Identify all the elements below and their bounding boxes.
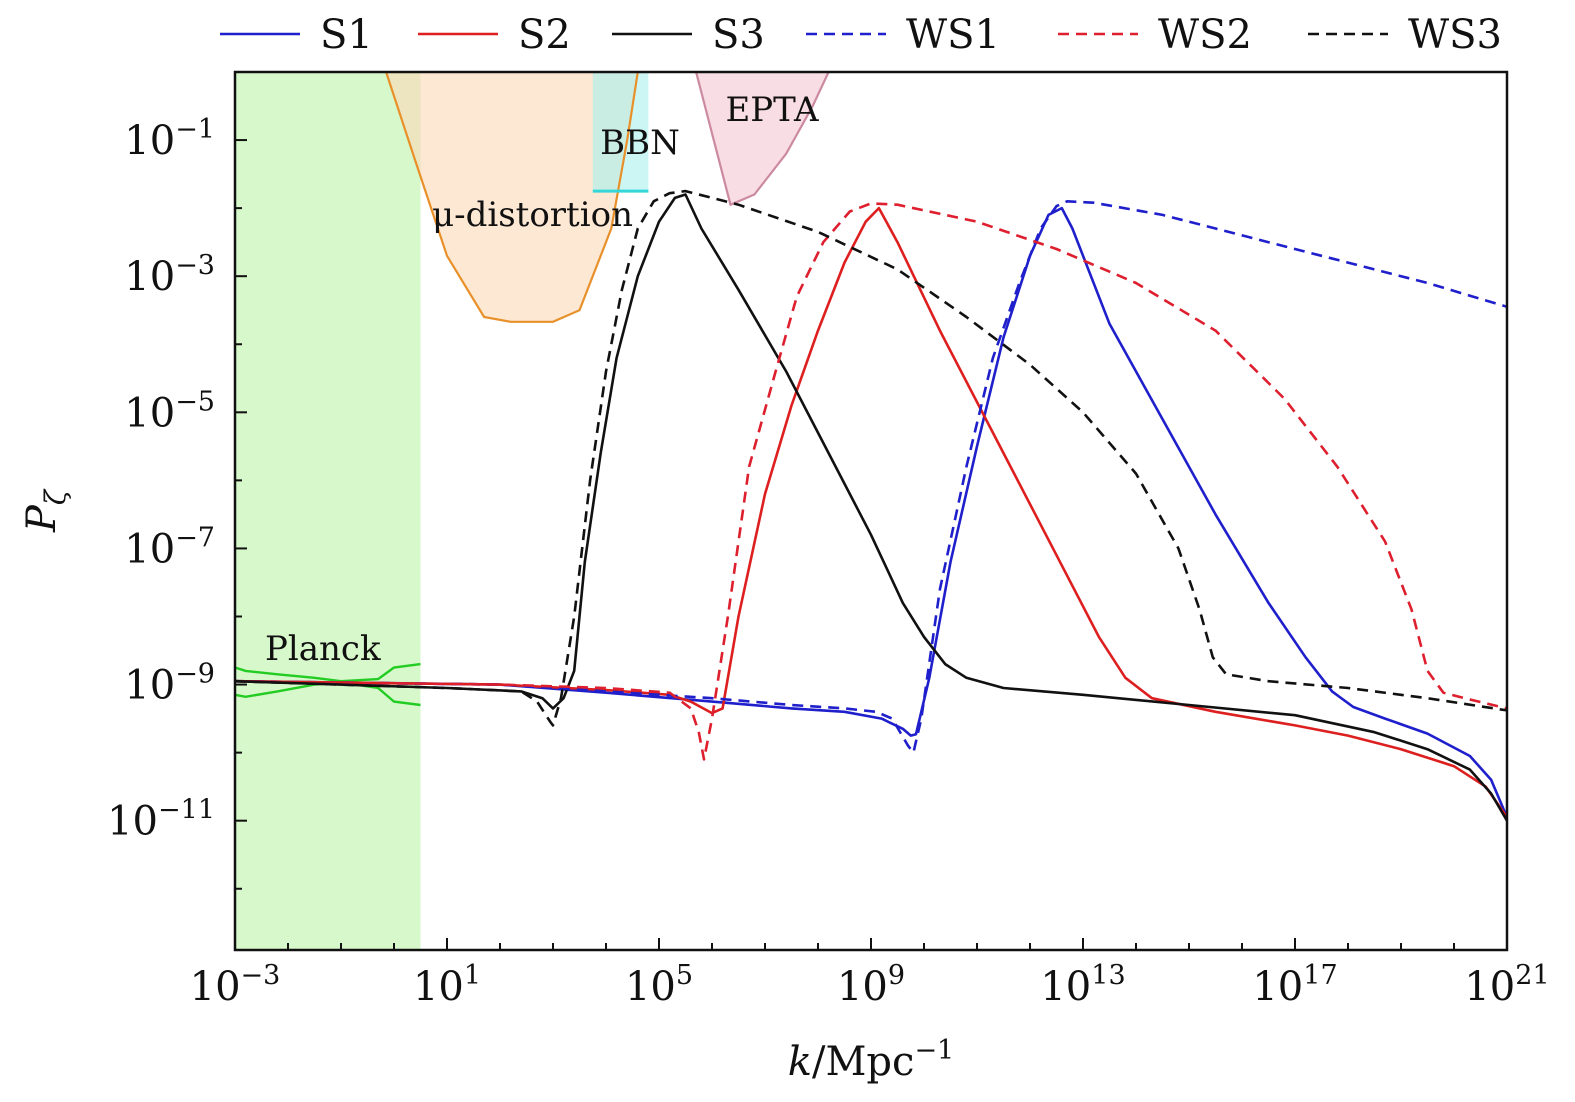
series-line-ws2 xyxy=(235,202,1507,761)
x-axis-label: k/Mpc−1 xyxy=(788,1035,955,1085)
axis-labels: k/Mpc−1 Pζ xyxy=(19,488,954,1085)
region-label-planck: Planck xyxy=(265,629,381,669)
series-line-s3 xyxy=(235,193,1507,822)
axis-ticks xyxy=(235,71,1455,950)
series-line-ws3 xyxy=(235,189,1507,727)
region-bbn xyxy=(592,72,649,192)
y-tick-label: 10−1 xyxy=(124,114,215,164)
plot-frame xyxy=(233,70,1509,952)
legend-label-s1: S1 xyxy=(320,12,373,58)
region-epta xyxy=(696,72,829,205)
y-tick-label: 10−7 xyxy=(124,522,215,572)
y-axis-label: Pζ xyxy=(19,488,72,533)
region-planck xyxy=(235,72,421,950)
region-edge-mu-distortion xyxy=(385,72,639,323)
constraint-region-edges xyxy=(385,72,830,323)
tick-labels: 10−3 101 105 109 1013 1017 1021 10−1 10−3 10−5 10−… xyxy=(107,114,1550,1010)
series-lines xyxy=(235,189,1507,822)
constraint-regions xyxy=(235,72,829,950)
legend-label-ws2: WS2 xyxy=(1158,12,1252,58)
region-label-epta: EPTA xyxy=(725,90,819,130)
legend-label-s3: S3 xyxy=(712,12,765,58)
region-label-bbn: BBN xyxy=(600,123,680,163)
region-mu-distortion xyxy=(386,72,638,322)
region-edge-epta xyxy=(695,72,830,207)
region-labels: Planck μ-distortion BBN EPTA xyxy=(265,90,819,669)
x-tick-label: 105 xyxy=(625,960,693,1010)
planck-band-upper xyxy=(235,662,421,683)
legend-label-ws1: WS1 xyxy=(906,12,1000,58)
region-label-mu-distortion: μ-distortion xyxy=(432,195,633,235)
x-tick-label: 1021 xyxy=(1464,960,1549,1010)
legend-label-s2: S2 xyxy=(518,12,571,58)
x-tick-label: 101 xyxy=(413,960,481,1010)
series-line-s2 xyxy=(235,206,1507,819)
legend-label-ws3: WS3 xyxy=(1408,12,1502,58)
x-tick-label: 1017 xyxy=(1252,960,1337,1010)
x-tick-label: 1013 xyxy=(1040,960,1125,1010)
y-tick-label: 10−3 xyxy=(124,250,215,300)
series-line-s1 xyxy=(235,206,1507,818)
y-tick-label: 10−9 xyxy=(124,659,215,709)
x-tick-label: 10−3 xyxy=(190,960,281,1010)
y-tick-label: 10−11 xyxy=(107,795,215,845)
legend: S1 S2 S3 WS1 WS2 WS3 xyxy=(220,12,1502,58)
x-tick-label: 109 xyxy=(837,960,905,1010)
y-tick-label: 10−5 xyxy=(124,386,215,436)
series-line-ws1 xyxy=(235,200,1507,754)
